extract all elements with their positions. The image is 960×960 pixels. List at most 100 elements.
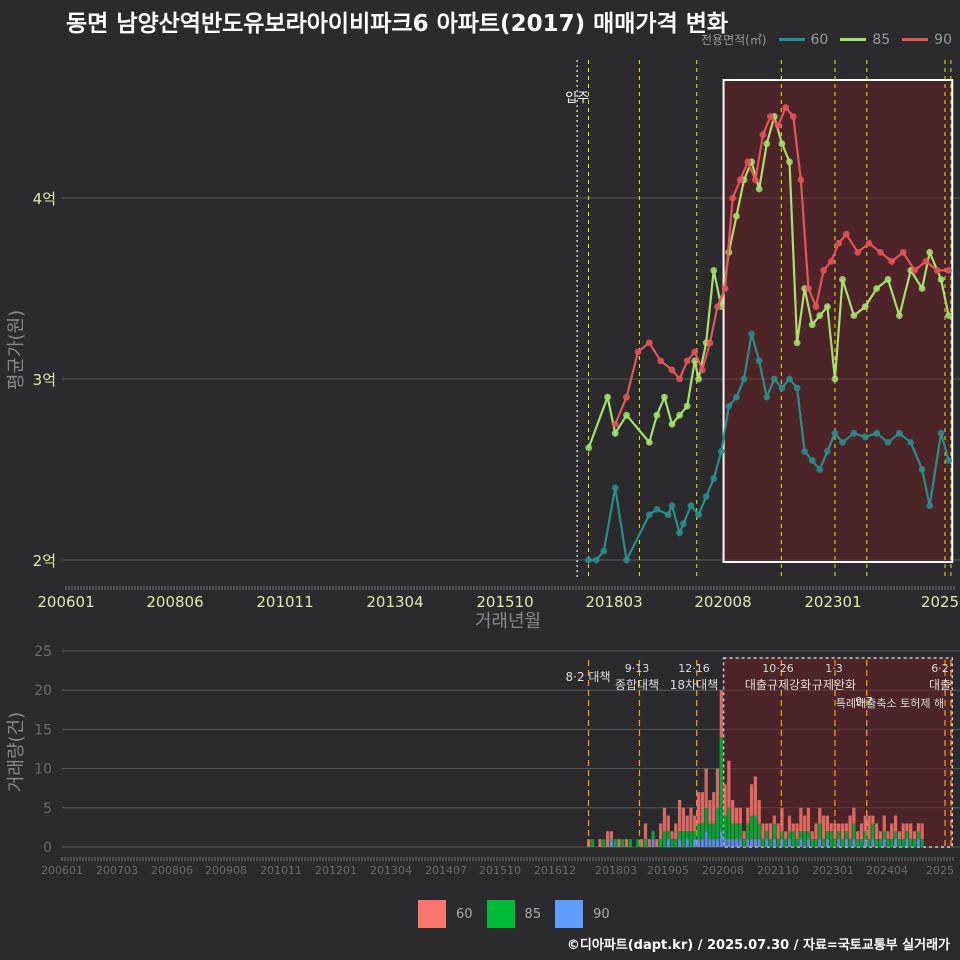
data-point-90 bbox=[805, 285, 812, 292]
x-tick-label: 2025 bbox=[921, 593, 959, 611]
bar-segment-60 bbox=[731, 799, 735, 824]
policy-date: 10·26 bbox=[762, 662, 794, 675]
bar-y-tick-label: 5 bbox=[43, 801, 52, 817]
bar-segment-60 bbox=[780, 807, 784, 832]
data-point-85 bbox=[668, 420, 676, 428]
bar-segment-85 bbox=[886, 839, 890, 847]
bar-segment-60 bbox=[624, 839, 629, 847]
data-point-90 bbox=[782, 104, 790, 111]
data-point-90 bbox=[676, 375, 684, 383]
bar-segment-60 bbox=[867, 815, 871, 840]
y-tick-label: 3억 bbox=[33, 371, 56, 389]
bar-segment-85 bbox=[859, 839, 864, 847]
bar-segment-60 bbox=[749, 784, 754, 816]
data-point-60 bbox=[740, 375, 748, 383]
bar-x-tick-label: 200908 bbox=[205, 864, 247, 877]
bar-segment-60 bbox=[848, 815, 852, 840]
bar-segment-85 bbox=[681, 831, 686, 847]
bar-segment-60 bbox=[738, 807, 742, 824]
data-point-90 bbox=[899, 248, 907, 256]
data-point-85 bbox=[926, 248, 934, 256]
data-point-60 bbox=[725, 402, 733, 410]
bar-segment-85 bbox=[666, 831, 670, 840]
legend-bottom-item-85: 85 bbox=[486, 900, 541, 928]
data-point-90 bbox=[759, 131, 767, 139]
bar-segment-85 bbox=[803, 831, 807, 847]
data-point-60 bbox=[770, 375, 778, 383]
bar-segment-85 bbox=[791, 831, 795, 847]
data-point-60 bbox=[733, 393, 740, 401]
legend-label-60: 60 bbox=[810, 31, 829, 48]
bar-segment-90 bbox=[715, 839, 720, 847]
bar-segment-85 bbox=[727, 807, 731, 840]
y-axis-title: 평균가(원) bbox=[6, 310, 27, 390]
bar-segment-85 bbox=[621, 839, 625, 847]
bar-x-tick-label: 201803 bbox=[595, 864, 637, 877]
data-point-60 bbox=[907, 438, 915, 446]
bar-segment-90 bbox=[731, 839, 735, 847]
bar-segment-85 bbox=[795, 839, 799, 847]
bar-segment-60 bbox=[825, 815, 829, 832]
bar-segment-90 bbox=[678, 839, 682, 847]
bar-segment-90 bbox=[704, 831, 708, 847]
bar-segment-90 bbox=[749, 839, 754, 847]
x-tick-label: 202301 bbox=[804, 593, 861, 611]
bar-segment-85 bbox=[840, 839, 845, 847]
bar-x-tick-label: 202008 bbox=[702, 864, 744, 877]
legend-top-item-90: 90 bbox=[902, 32, 952, 48]
bar-segment-60 bbox=[693, 815, 697, 832]
bar-segment-85 bbox=[662, 831, 667, 847]
bar-segment-90 bbox=[651, 839, 655, 847]
bar-segment-60 bbox=[837, 823, 841, 832]
bar-segment-85 bbox=[742, 839, 746, 847]
bar-segment-85 bbox=[715, 807, 720, 840]
data-point-85 bbox=[895, 312, 903, 320]
data-point-60 bbox=[653, 505, 661, 513]
bar-segment-60 bbox=[871, 815, 875, 824]
bar-x-tick-label: 201407 bbox=[425, 864, 467, 877]
legend-top-item-85: 85 bbox=[840, 32, 890, 48]
data-point-90 bbox=[888, 257, 896, 265]
bar-segment-60 bbox=[814, 823, 818, 840]
bar-segment-85 bbox=[875, 839, 879, 847]
bar-segment-90 bbox=[825, 839, 829, 847]
legend-swatch-90 bbox=[555, 900, 584, 928]
data-point-85 bbox=[816, 312, 824, 320]
policy-label: 18차대책 bbox=[670, 677, 718, 692]
bar-segment-85 bbox=[916, 831, 920, 840]
data-point-85 bbox=[653, 411, 661, 419]
data-point-85 bbox=[645, 438, 653, 446]
bar-segment-60 bbox=[708, 799, 712, 824]
bar-segment-60 bbox=[916, 823, 920, 832]
data-point-85 bbox=[695, 375, 702, 383]
bar-segment-85 bbox=[784, 839, 788, 847]
bar-segment-60 bbox=[746, 807, 750, 824]
bar-y-axis-title: 거래량(건) bbox=[6, 712, 27, 792]
data-point-60 bbox=[808, 457, 816, 464]
data-point-60 bbox=[668, 502, 676, 510]
data-point-90 bbox=[797, 176, 805, 184]
bar-segment-85 bbox=[912, 839, 917, 847]
data-point-90 bbox=[611, 420, 619, 428]
bar-segment-85 bbox=[780, 831, 784, 840]
bar-segment-90 bbox=[799, 839, 803, 847]
bar-segment-90 bbox=[772, 839, 776, 847]
bar-segment-90 bbox=[753, 839, 758, 847]
bar-x-tick-label: 201201 bbox=[315, 864, 357, 877]
data-point-60 bbox=[702, 493, 710, 501]
bar-x-tick-label: 200703 bbox=[96, 864, 138, 877]
bar-segment-60 bbox=[685, 815, 689, 832]
bar-segment-85 bbox=[863, 831, 867, 840]
bar-segment-85 bbox=[761, 839, 765, 847]
bar-segment-85 bbox=[746, 823, 750, 840]
data-point-60 bbox=[801, 448, 809, 455]
data-point-85 bbox=[937, 276, 945, 283]
bar-segment-60 bbox=[670, 831, 674, 840]
data-point-90 bbox=[714, 303, 721, 310]
bar-segment-60 bbox=[799, 807, 803, 832]
bar-segment-60 bbox=[784, 831, 788, 840]
data-point-90 bbox=[645, 339, 653, 347]
bar-segment-60 bbox=[803, 815, 807, 832]
bar-segment-60 bbox=[893, 815, 898, 832]
data-point-60 bbox=[748, 330, 756, 338]
